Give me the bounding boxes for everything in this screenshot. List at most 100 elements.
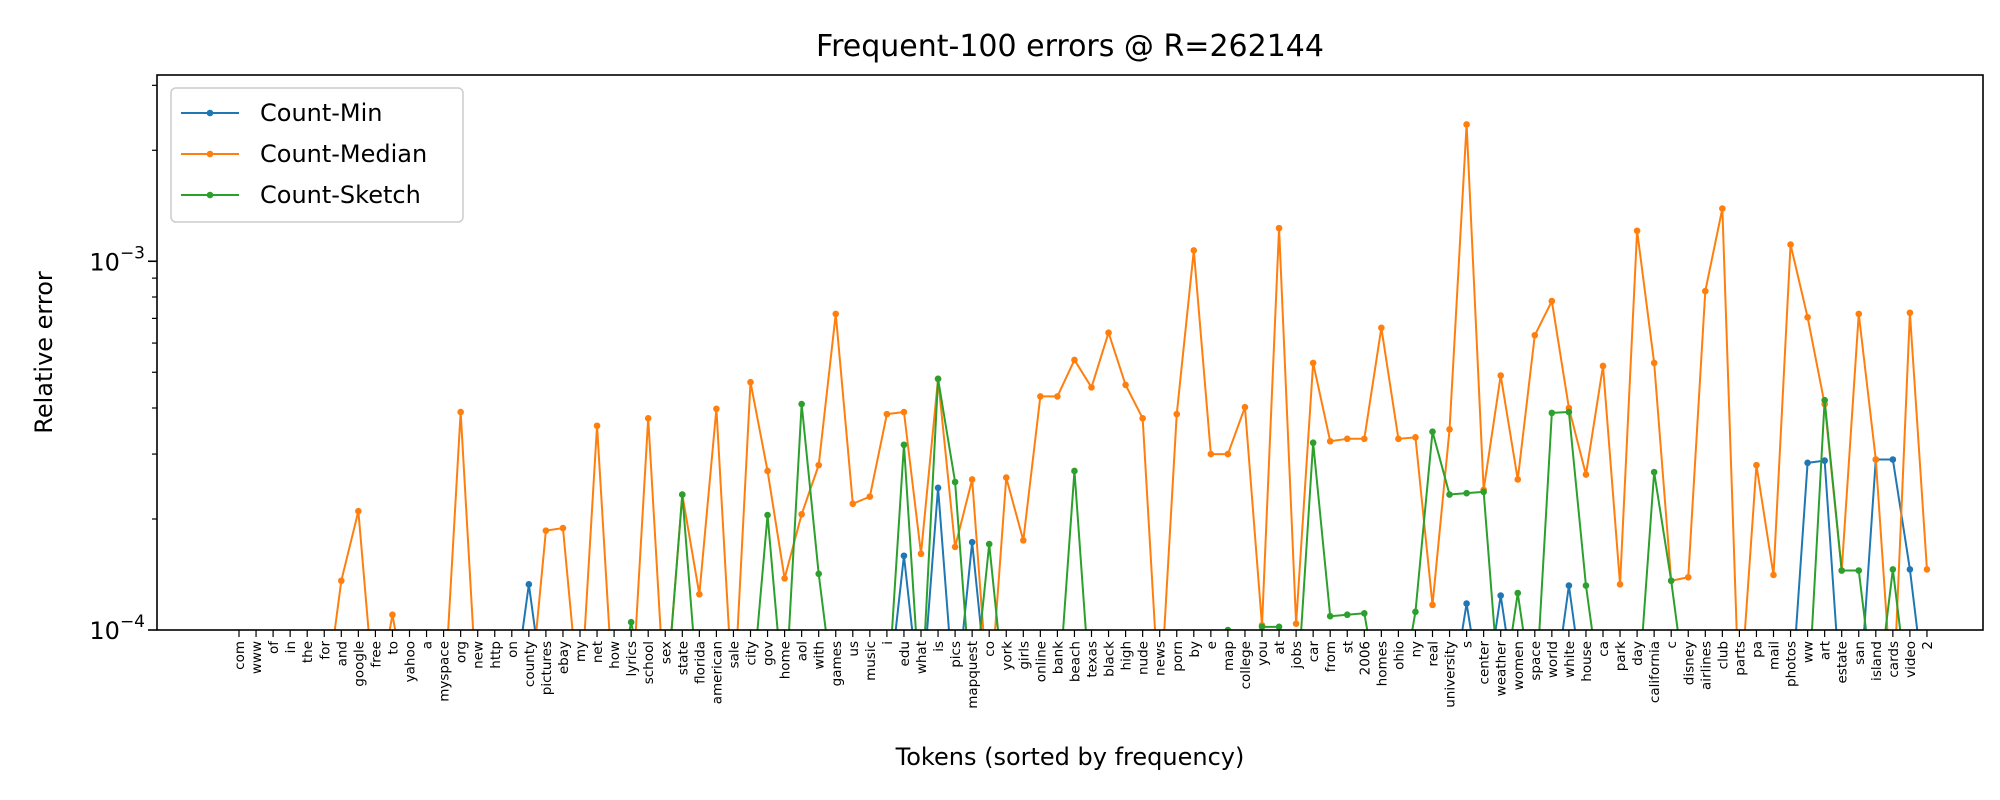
x-tick-label: black (1102, 641, 1118, 677)
x-axis-label: Tokens (sorted by frequency) (895, 743, 1245, 771)
data-point (866, 493, 874, 500)
data-point (1787, 241, 1794, 248)
legend-swatch-marker (206, 150, 214, 158)
data-point (1122, 381, 1129, 389)
x-tick-label: org (454, 641, 470, 663)
x-tick-label: from (1323, 641, 1339, 672)
x-tick-label: beach (1067, 641, 1083, 682)
x-tick-label: nude (1136, 641, 1152, 675)
data-point (883, 410, 891, 418)
data-point (1565, 582, 1573, 589)
x-tick-label: and (334, 641, 350, 666)
x-tick-label: space (1528, 641, 1544, 681)
x-tick-label: real (1426, 641, 1442, 667)
data-point (1463, 121, 1470, 128)
x-tick-label: pa (1749, 641, 1765, 658)
data-point (679, 491, 686, 498)
data-point (525, 581, 533, 588)
data-point (934, 375, 942, 383)
data-point (900, 441, 908, 449)
x-tick-label: gov (761, 641, 777, 666)
data-point (1650, 359, 1658, 367)
data-point (1684, 573, 1692, 581)
series-line (333, 123, 1928, 630)
x-tick-label: estate (1835, 641, 1851, 684)
x-tick-label: florida (692, 641, 708, 684)
legend-swatch-marker (206, 109, 214, 117)
x-tick-label: what (914, 641, 930, 674)
data-point (1480, 488, 1487, 496)
x-tick-label: pictures (539, 641, 555, 695)
data-point (968, 476, 976, 483)
x-tick-label: ww (1801, 641, 1817, 663)
data-point (1412, 608, 1419, 616)
x-tick-label: california (1647, 641, 1663, 703)
data-point (1002, 474, 1010, 481)
x-tick-label: college (1238, 641, 1254, 689)
data-point (1309, 439, 1317, 447)
x-tick-label: county (522, 641, 538, 687)
data-point (1105, 329, 1112, 337)
x-tick-label: with (812, 641, 828, 670)
data-point (1258, 623, 1266, 630)
x-tick-label: school (641, 641, 657, 684)
x-tick-label: in (283, 641, 299, 653)
legend: Count-Min Count-Median Count-Sketch (170, 87, 464, 223)
x-tick-label: university (1443, 641, 1459, 708)
data-point (1906, 309, 1914, 317)
data-point (644, 415, 652, 422)
x-tick-label: news (1153, 641, 1169, 676)
data-point (338, 577, 345, 585)
data-point (1548, 409, 1556, 417)
x-tick-label: map (1221, 641, 1237, 671)
data-point (1565, 408, 1573, 416)
data-point (1207, 450, 1215, 458)
data-point (917, 550, 925, 558)
data-point (1804, 459, 1811, 467)
x-tick-label: parts (1732, 641, 1748, 676)
data-point (1497, 372, 1504, 379)
data-point (1361, 609, 1368, 617)
data-point (1088, 384, 1095, 391)
data-point (355, 507, 362, 515)
x-tick-label: by (1187, 641, 1203, 658)
x-tick-label: american (709, 641, 725, 704)
x-tick-label: island (1869, 641, 1885, 681)
data-point (1292, 620, 1300, 628)
data-point (1275, 224, 1283, 232)
data-point (747, 378, 754, 386)
data-point (1378, 324, 1385, 332)
data-point (1412, 434, 1419, 441)
x-tick-label: ebay (556, 641, 572, 674)
x-tick-label: net (590, 641, 606, 663)
data-point (696, 590, 703, 598)
x-tick-label: day (1630, 641, 1646, 666)
data-point (542, 527, 550, 534)
x-tick-label: the (300, 641, 316, 663)
data-point (1514, 589, 1522, 597)
x-tick-label: new (471, 641, 487, 669)
x-tick-label: weather (1494, 641, 1510, 697)
x-tick-label: yahoo (403, 641, 419, 682)
data-point (1821, 396, 1828, 404)
x-tick-label: ohio (1391, 641, 1407, 670)
data-point (1582, 582, 1590, 589)
data-point (1446, 426, 1453, 433)
data-point (1020, 537, 1027, 544)
x-tick-label: home (778, 641, 794, 679)
x-tick-label: car (1306, 641, 1322, 663)
x-tick-label: 2 (1920, 641, 1936, 650)
data-point (1855, 567, 1863, 574)
data-point (1361, 435, 1368, 443)
x-tick-label: http (488, 641, 504, 669)
x-tick-label: airlines (1698, 641, 1714, 690)
data-point (951, 543, 959, 551)
data-point (1463, 600, 1470, 607)
data-point (1497, 592, 1504, 599)
x-tick-label: free (368, 641, 384, 668)
data-point (815, 461, 822, 469)
x-tick-label: cards (1886, 641, 1902, 678)
data-point (1753, 461, 1760, 469)
data-point (1770, 571, 1777, 579)
x-tick-label: texas (1085, 641, 1101, 678)
